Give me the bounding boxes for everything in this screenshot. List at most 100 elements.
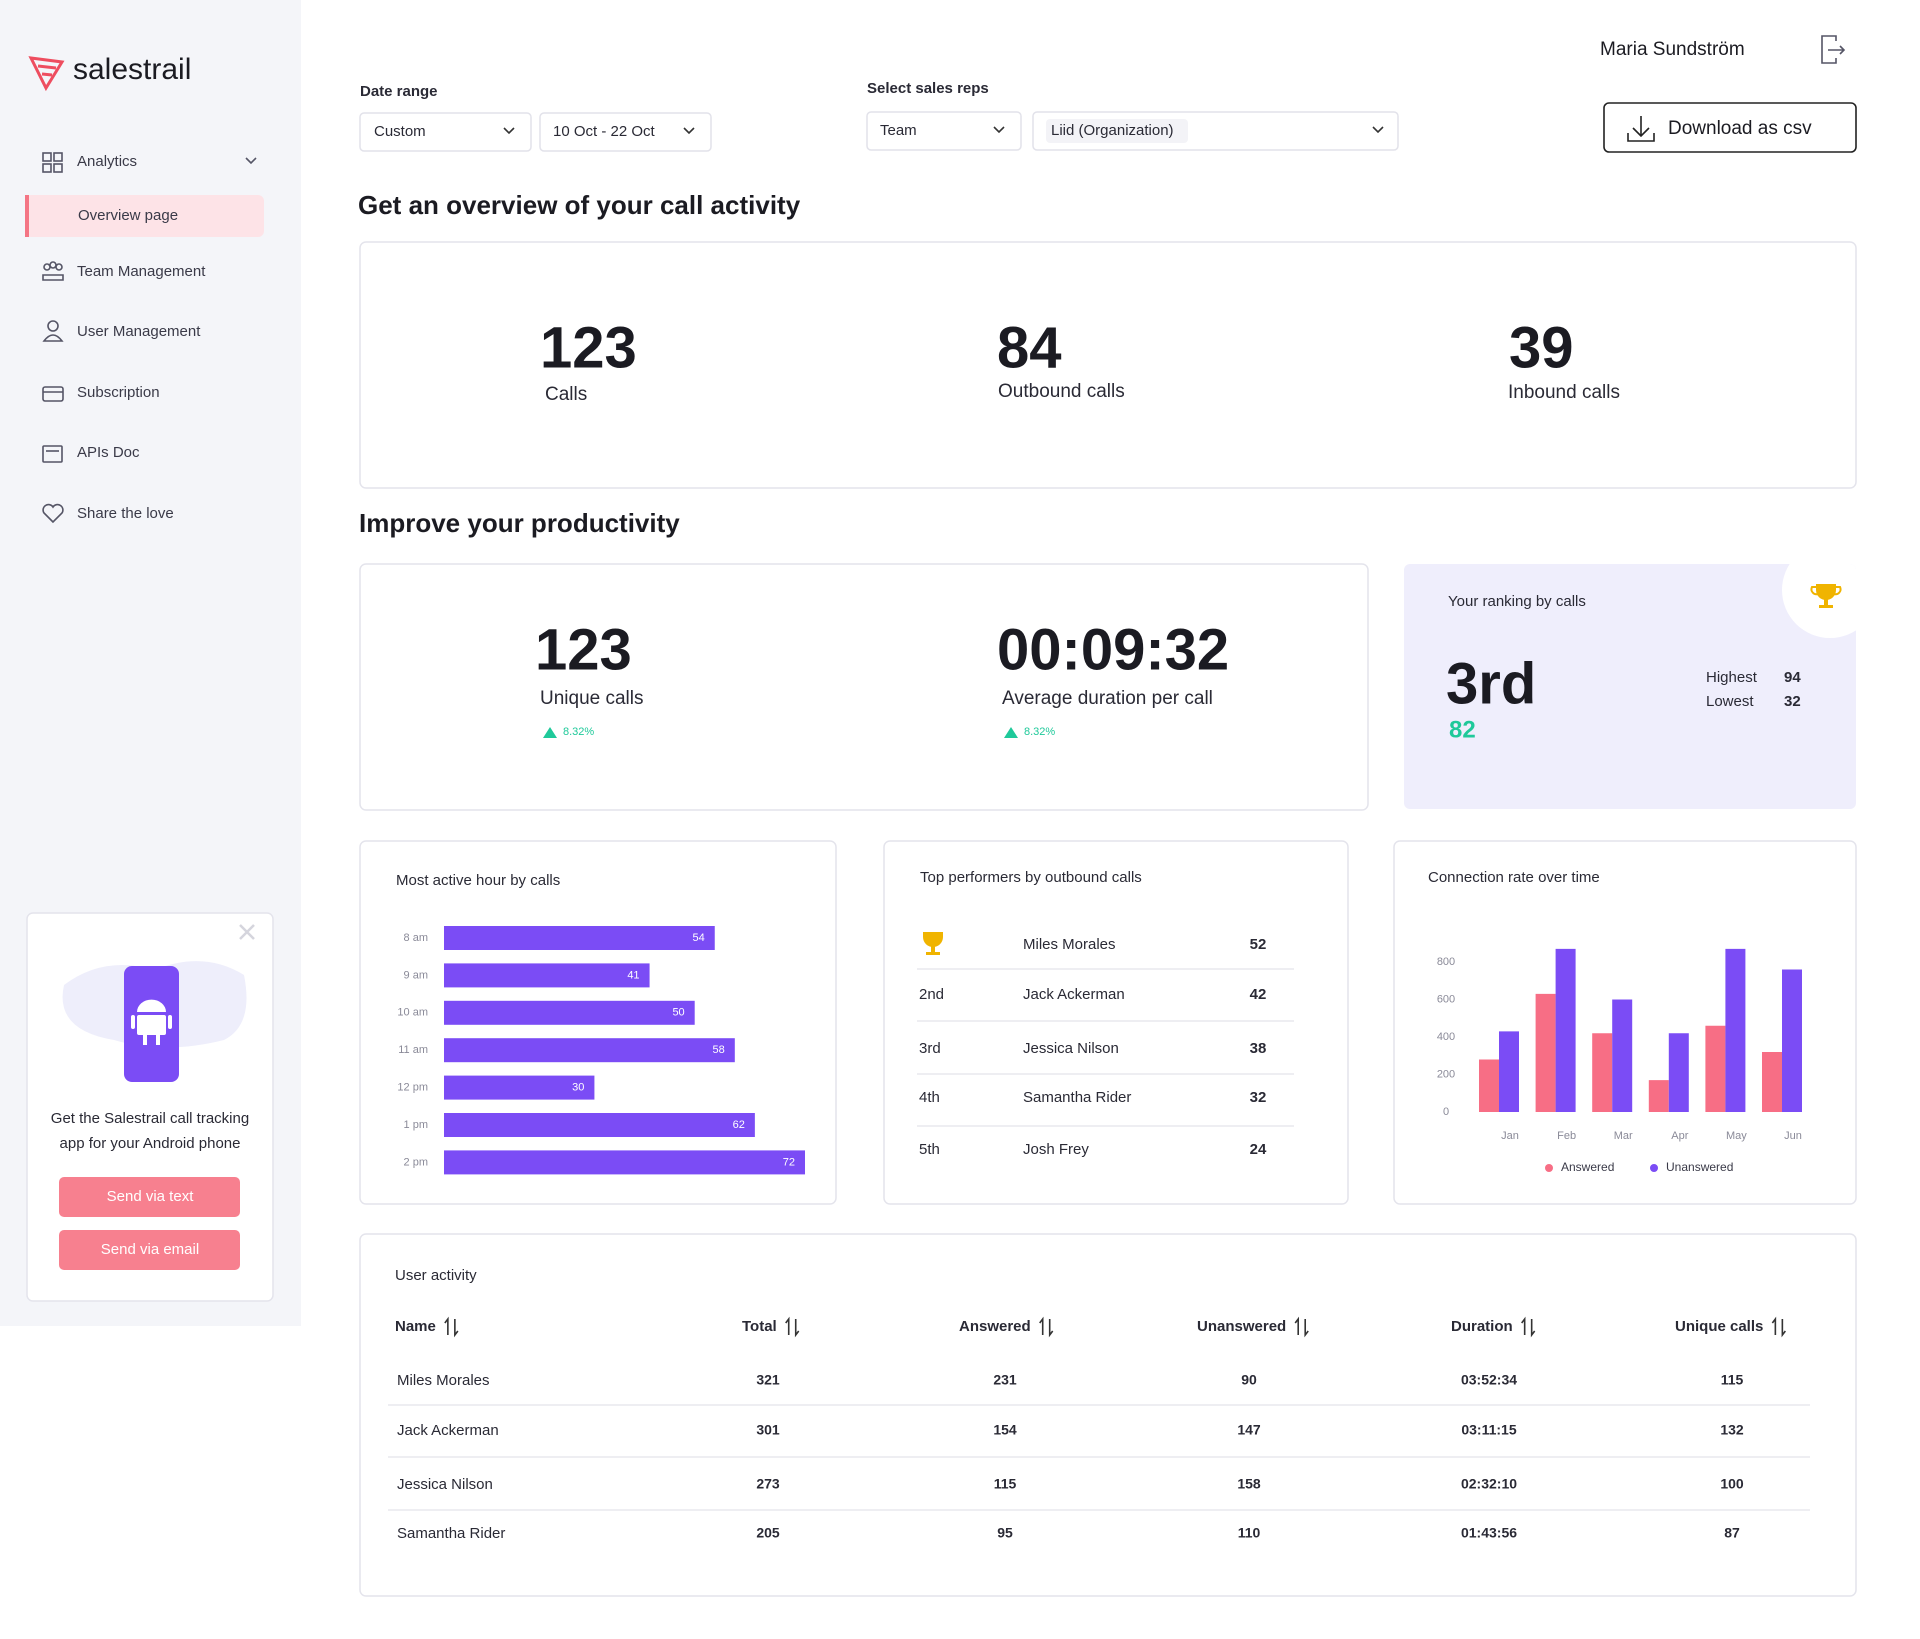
nav-item[interactable]: Share the love bbox=[77, 505, 174, 522]
selects[interactable] bbox=[359, 111, 1399, 152]
nav-item[interactable]: APIs Doc bbox=[77, 444, 140, 461]
nav-item[interactable]: Analytics bbox=[77, 153, 137, 170]
cell-value: 95 bbox=[997, 1525, 1013, 1541]
up-arrow bbox=[1004, 727, 1018, 738]
sort-icon[interactable] bbox=[1039, 1316, 1054, 1338]
column-header[interactable]: Name bbox=[395, 1318, 436, 1335]
cell-value: 231 bbox=[993, 1372, 1017, 1388]
x-tick-label: Apr bbox=[1671, 1130, 1688, 1142]
bar bbox=[444, 1000, 695, 1025]
close-icon[interactable] bbox=[239, 924, 255, 940]
nav-item[interactable]: Team Management bbox=[77, 263, 206, 280]
change: 8.32% bbox=[1024, 726, 1055, 738]
cell-value: 03:52:34 bbox=[1461, 1372, 1517, 1388]
rank-calls: 82 bbox=[1449, 716, 1476, 743]
section-title: Get an overview of your call activity bbox=[358, 190, 801, 220]
select-value[interactable]: 10 Oct - 22 Oct bbox=[553, 123, 656, 140]
column-header[interactable]: Duration bbox=[1451, 1318, 1513, 1335]
change: 8.32% bbox=[563, 726, 594, 738]
performer-calls: 38 bbox=[1250, 1040, 1267, 1057]
stat-label: Unique calls bbox=[540, 688, 644, 709]
data-label: 58 bbox=[713, 1044, 725, 1056]
bar bbox=[1725, 948, 1746, 1112]
rank: 5th bbox=[919, 1141, 940, 1158]
performer-calls: 32 bbox=[1250, 1089, 1267, 1106]
select-value[interactable]: Team bbox=[880, 122, 917, 139]
logo-text[interactable]: salestrail bbox=[73, 53, 191, 86]
cell-value: 273 bbox=[756, 1476, 780, 1492]
column-header[interactable]: Unique calls bbox=[1675, 1318, 1763, 1335]
bar bbox=[1782, 969, 1802, 1112]
stat-label: Outbound calls bbox=[998, 381, 1125, 402]
sort-icon[interactable] bbox=[785, 1316, 800, 1338]
cell-value: 03:11:15 bbox=[1461, 1422, 1516, 1438]
download-button[interactable] bbox=[1603, 102, 1857, 153]
cell-value: 90 bbox=[1241, 1372, 1257, 1388]
data-label: 62 bbox=[733, 1119, 745, 1131]
performer-calls: 52 bbox=[1250, 936, 1267, 953]
button-label[interactable]: Send via email bbox=[101, 1241, 199, 1258]
nav-item[interactable]: User Management bbox=[77, 323, 201, 340]
sort-icon[interactable] bbox=[1771, 1316, 1786, 1338]
nav-active-bar bbox=[25, 195, 29, 237]
promo-text: Get the Salestrail call tracking bbox=[51, 1110, 249, 1127]
column-header[interactable]: Total bbox=[742, 1318, 777, 1335]
send-email-button[interactable] bbox=[59, 1230, 240, 1270]
sort-icon[interactable] bbox=[1294, 1316, 1309, 1338]
select-value[interactable]: Liid (Organization) bbox=[1051, 122, 1174, 139]
ranking-card bbox=[1404, 564, 1856, 809]
cell-value: 321 bbox=[756, 1372, 780, 1388]
stat-label: Average duration per call bbox=[1002, 688, 1213, 709]
logout-icon[interactable] bbox=[1821, 35, 1846, 64]
bar bbox=[1705, 1025, 1726, 1112]
button-label[interactable]: Send via text bbox=[107, 1188, 195, 1205]
column-header[interactable]: Unanswered bbox=[1197, 1318, 1286, 1335]
rank: 4th bbox=[919, 1089, 940, 1106]
performer-calls: 42 bbox=[1250, 986, 1267, 1003]
download-label[interactable]: Download as csv bbox=[1668, 118, 1812, 139]
bar bbox=[444, 1150, 805, 1175]
filter-label: Select sales reps bbox=[867, 80, 989, 97]
chip bbox=[1046, 119, 1188, 143]
data-label: 41 bbox=[627, 969, 639, 981]
cell-value: 100 bbox=[1720, 1476, 1744, 1492]
sort-icon[interactable] bbox=[444, 1316, 459, 1338]
cell-name: Jack Ackerman bbox=[397, 1422, 499, 1439]
y-tick-label: 1 pm bbox=[404, 1119, 428, 1131]
performer-name: Miles Morales bbox=[1023, 936, 1116, 953]
user-name: Maria Sundström bbox=[1600, 39, 1745, 60]
stat-value: 84 bbox=[997, 315, 1062, 380]
card-title: Most active hour by calls bbox=[396, 872, 560, 889]
nav-item[interactable]: Subscription bbox=[77, 384, 160, 401]
bar bbox=[1762, 1052, 1782, 1112]
rank: 2nd bbox=[919, 986, 944, 1003]
android-icon bbox=[131, 999, 172, 1045]
logo-mark bbox=[28, 56, 65, 92]
card-title: User activity bbox=[395, 1267, 477, 1284]
send-text-button[interactable] bbox=[59, 1177, 240, 1217]
bar bbox=[444, 1038, 735, 1063]
filter-label: Date range bbox=[360, 83, 438, 100]
up-arrow bbox=[543, 727, 557, 738]
rank: 3rd bbox=[919, 1040, 941, 1057]
y-tick-label: 2 pm bbox=[404, 1156, 428, 1168]
lowest-label: Lowest bbox=[1706, 693, 1754, 710]
ranking-title: Your ranking by calls bbox=[1448, 593, 1586, 610]
cell-value: 132 bbox=[1720, 1422, 1744, 1438]
x-tick-label: Mar bbox=[1614, 1130, 1633, 1142]
select-value[interactable]: Custom bbox=[374, 123, 426, 140]
cell-value: 87 bbox=[1724, 1525, 1740, 1541]
section-title: Improve your productivity bbox=[359, 508, 680, 538]
column-header[interactable]: Answered bbox=[959, 1318, 1031, 1335]
performer-name: Josh Frey bbox=[1023, 1141, 1089, 1158]
sort-icon[interactable] bbox=[1521, 1316, 1536, 1338]
nav-item[interactable]: Overview page bbox=[78, 207, 178, 224]
bar bbox=[444, 926, 715, 950]
data-label: 72 bbox=[783, 1156, 795, 1168]
bar bbox=[1479, 1059, 1499, 1112]
cell-value: 301 bbox=[756, 1422, 780, 1438]
y-tick-label: 12 pm bbox=[397, 1082, 428, 1094]
cell-value: 205 bbox=[756, 1525, 780, 1541]
